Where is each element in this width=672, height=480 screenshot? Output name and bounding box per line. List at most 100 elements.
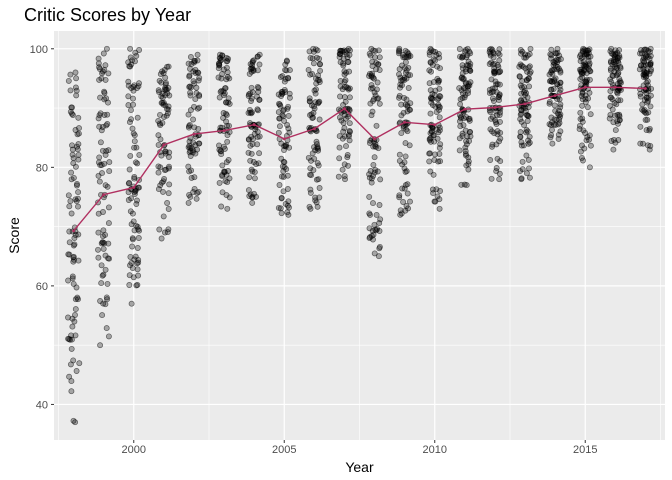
data-point: [161, 167, 168, 174]
data-point: [617, 97, 624, 104]
data-point: [95, 254, 102, 261]
data-point: [248, 166, 255, 173]
y-tick-label: 60: [36, 281, 48, 293]
data-point: [128, 221, 135, 228]
data-point: [491, 130, 498, 137]
mean-score-point: [343, 107, 346, 111]
data-point: [130, 101, 137, 108]
data-point: [372, 226, 379, 233]
data-point: [336, 133, 343, 140]
data-point: [194, 146, 201, 153]
data-point: [606, 115, 613, 122]
data-point: [76, 125, 82, 132]
data-point: [188, 174, 195, 181]
data-point: [467, 60, 474, 67]
axis-tick-labels: 2000 2005 2010 2015 40 60 80 100: [30, 44, 598, 456]
mean-score-point: [583, 85, 587, 89]
data-point: [401, 165, 408, 172]
data-point: [371, 169, 378, 176]
mean-score-point: [433, 123, 437, 127]
data-point: [127, 208, 134, 215]
data-point: [402, 168, 409, 175]
data-point: [497, 118, 503, 125]
data-point: [644, 78, 651, 85]
data-point: [337, 83, 344, 90]
data-point: [376, 100, 383, 107]
data-point: [341, 161, 348, 168]
data-point: [578, 154, 585, 161]
data-point: [221, 90, 228, 97]
mean-score-point: [403, 120, 406, 124]
data-point: [67, 87, 74, 94]
data-point: [219, 162, 226, 169]
data-point: [486, 61, 493, 67]
data-point: [68, 210, 75, 217]
data-point: [282, 200, 289, 207]
data-point: [131, 175, 138, 182]
data-point: [607, 88, 614, 95]
data-point: [404, 102, 411, 109]
data-point: [156, 226, 163, 233]
data-point: [366, 174, 373, 181]
data-point: [346, 94, 353, 101]
x-tick-label: 2015: [573, 444, 597, 456]
grid-minor: [54, 31, 665, 440]
data-point: [99, 312, 106, 319]
data-point: [97, 94, 104, 101]
data-point: [155, 169, 162, 176]
data-point: [70, 280, 77, 287]
data-point: [316, 185, 323, 191]
data-point: [248, 68, 255, 75]
data-point: [436, 114, 443, 121]
data-point: [647, 143, 654, 149]
data-point: [66, 239, 73, 246]
data-point: [126, 166, 133, 173]
data-point: [71, 235, 78, 242]
data-point: [185, 144, 192, 151]
data-point: [72, 127, 79, 133]
data-point: [524, 68, 531, 75]
data-point: [68, 104, 75, 111]
data-point: [66, 203, 73, 210]
data-point: [65, 277, 72, 284]
data-point: [552, 121, 559, 128]
data-point: [277, 102, 284, 109]
data-point: [612, 112, 618, 119]
data-point: [580, 48, 586, 55]
data-point: [254, 106, 261, 113]
data-point: [195, 77, 202, 84]
data-point: [103, 325, 110, 332]
data-point: [456, 85, 463, 92]
mean-score-point: [72, 229, 75, 233]
data-point: [223, 171, 230, 178]
data-point: [284, 186, 291, 192]
data-point: [134, 160, 141, 167]
data-point: [336, 144, 343, 151]
data-point: [68, 176, 75, 183]
data-point: [369, 58, 376, 65]
data-point: [254, 67, 261, 74]
data-point: [373, 211, 380, 218]
data-point: [614, 90, 621, 97]
data-point: [527, 45, 534, 52]
data-point: [609, 72, 616, 79]
data-point: [341, 125, 348, 132]
data-point: [577, 58, 584, 65]
data-point: [280, 107, 287, 114]
data-point: [615, 137, 622, 143]
data-point: [187, 65, 193, 72]
data-point: [494, 131, 501, 138]
data-point: [525, 156, 532, 163]
data-point: [72, 312, 78, 318]
data-point: [185, 124, 192, 131]
data-point: [95, 60, 102, 67]
data-point: [164, 200, 171, 206]
data-point: [224, 69, 231, 76]
data-point: [251, 175, 258, 182]
data-point: [136, 151, 143, 158]
data-point: [256, 133, 263, 140]
mean-score-point: [523, 102, 527, 106]
data-point: [645, 98, 651, 105]
data-point: [185, 163, 192, 170]
data-point: [336, 155, 343, 162]
